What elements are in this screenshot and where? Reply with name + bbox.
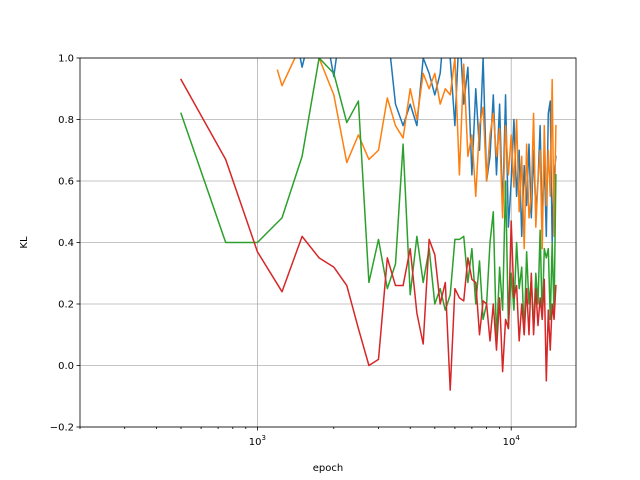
y-tick-label: 0.6: [58, 177, 74, 188]
y-tick-label: 1.0: [58, 54, 74, 65]
series-line-2: [276, 58, 557, 250]
x-axis-label: epoch: [313, 463, 343, 474]
y-tick-label: 0.8: [58, 115, 74, 126]
x-tick-label: 103: [249, 434, 266, 448]
y-tick-label: 0.4: [58, 238, 74, 249]
y-axis-label: KL: [19, 236, 30, 249]
x-tick-label: 104: [503, 434, 521, 448]
axis-ticks: −0.2 0.0 0.2 0.4 0.6 0.8 1.0 103 104: [50, 54, 521, 449]
series-line-3: [180, 58, 557, 342]
series-group: [179, 58, 557, 391]
y-tick-label: 0.0: [58, 361, 74, 372]
series-line-4: [179, 78, 557, 391]
y-tick-label: −0.2: [50, 423, 74, 434]
y-tick-label: 0.2: [58, 300, 74, 311]
